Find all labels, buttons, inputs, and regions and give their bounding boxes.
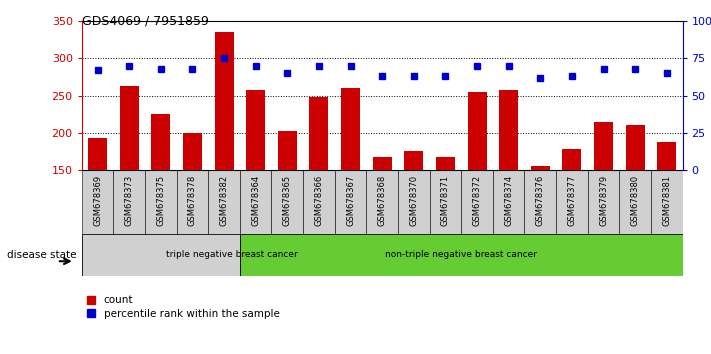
Bar <box>562 149 582 170</box>
Bar <box>594 122 613 170</box>
Bar <box>657 142 676 170</box>
Bar <box>82 234 240 276</box>
Bar <box>183 133 202 170</box>
Bar <box>278 131 296 170</box>
Text: GSM678377: GSM678377 <box>567 175 577 226</box>
Bar <box>246 90 265 170</box>
Text: disease state: disease state <box>7 250 77 260</box>
Text: GSM678382: GSM678382 <box>220 175 228 226</box>
Text: triple negative breast cancer: triple negative breast cancer <box>166 250 298 259</box>
Bar <box>468 92 486 170</box>
Bar <box>208 170 240 234</box>
Bar <box>525 170 556 234</box>
Bar <box>240 170 272 234</box>
Bar <box>436 156 455 170</box>
Bar <box>373 156 392 170</box>
Bar <box>151 114 171 170</box>
Bar <box>398 170 429 234</box>
Bar <box>366 170 398 234</box>
Bar <box>82 170 113 234</box>
Bar <box>651 170 683 234</box>
Bar <box>176 170 208 234</box>
Text: GSM678366: GSM678366 <box>314 175 324 226</box>
Bar <box>341 88 360 170</box>
Text: GDS4069 / 7951859: GDS4069 / 7951859 <box>82 14 208 27</box>
Bar <box>531 166 550 170</box>
Text: GSM678372: GSM678372 <box>473 175 481 226</box>
Text: GSM678365: GSM678365 <box>283 175 292 226</box>
Bar <box>145 170 176 234</box>
Bar <box>335 170 366 234</box>
Text: GSM678369: GSM678369 <box>93 175 102 226</box>
Bar <box>309 97 328 170</box>
Bar <box>272 170 303 234</box>
Text: non-triple negative breast cancer: non-triple negative breast cancer <box>385 250 538 259</box>
Bar <box>119 86 139 170</box>
Bar <box>88 138 107 170</box>
Bar <box>240 234 698 276</box>
Text: GSM678370: GSM678370 <box>410 175 418 226</box>
Bar <box>493 170 525 234</box>
Bar <box>626 125 645 170</box>
Text: GSM678379: GSM678379 <box>599 175 608 226</box>
Bar <box>619 170 651 234</box>
Text: GSM678373: GSM678373 <box>124 175 134 226</box>
Text: GSM678368: GSM678368 <box>378 175 387 226</box>
Text: GSM678371: GSM678371 <box>441 175 450 226</box>
Text: GSM678367: GSM678367 <box>346 175 355 226</box>
Text: GSM678374: GSM678374 <box>504 175 513 226</box>
Bar <box>461 170 493 234</box>
Text: GSM678364: GSM678364 <box>251 175 260 226</box>
Bar <box>588 170 619 234</box>
Text: GSM678380: GSM678380 <box>631 175 640 226</box>
Bar <box>405 152 423 170</box>
Text: GSM678381: GSM678381 <box>662 175 671 226</box>
Bar <box>303 170 335 234</box>
Bar <box>113 170 145 234</box>
Bar <box>556 170 588 234</box>
Text: GSM678376: GSM678376 <box>536 175 545 226</box>
Bar <box>499 90 518 170</box>
Text: GSM678378: GSM678378 <box>188 175 197 226</box>
Legend: count, percentile rank within the sample: count, percentile rank within the sample <box>87 296 279 319</box>
Text: GSM678375: GSM678375 <box>156 175 166 226</box>
Bar <box>215 32 233 170</box>
Bar <box>429 170 461 234</box>
